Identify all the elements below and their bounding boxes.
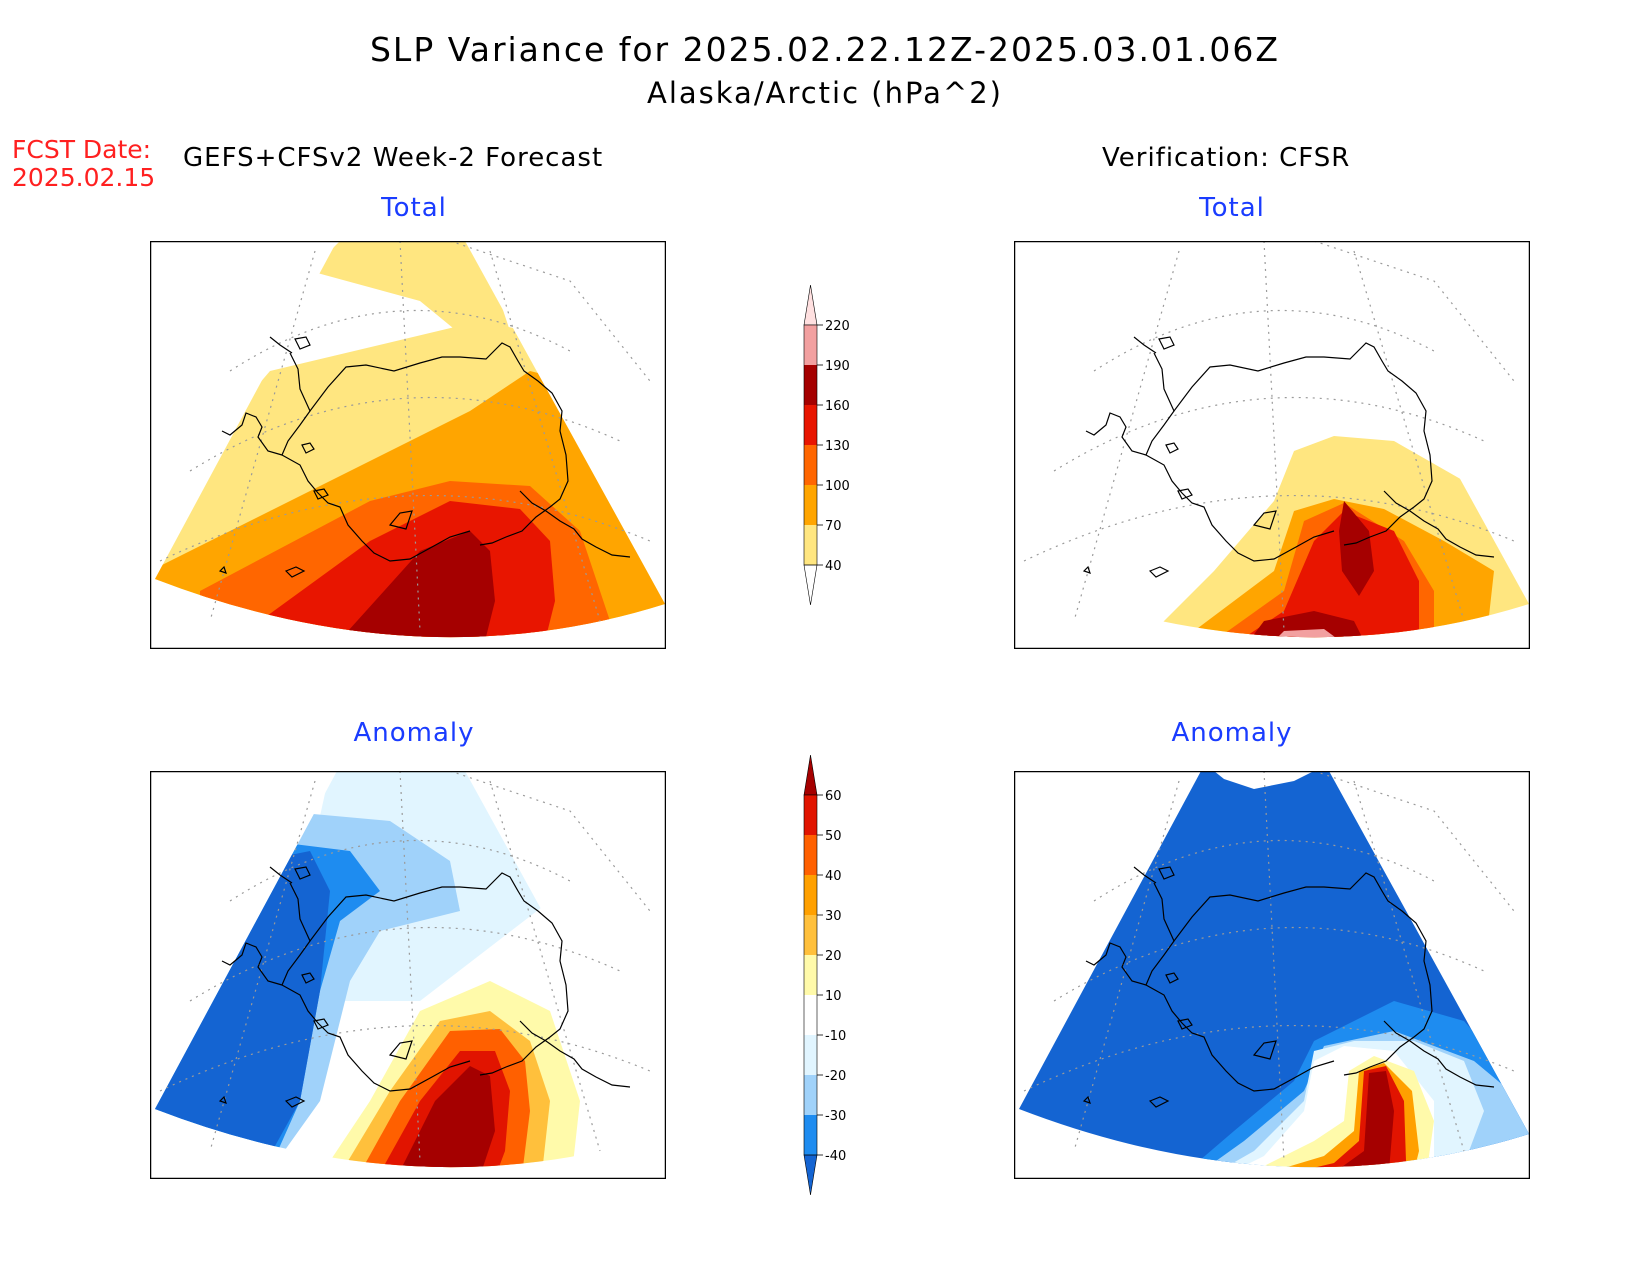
anomaly-colorbar-segment [804,1075,817,1115]
total-colorbar-segment [804,365,817,405]
total-colorbar-segment [804,525,817,565]
anomaly-colorbar-label: -30 [825,1109,846,1124]
total-colorbar-segment [804,485,817,525]
map-forecast-total [150,241,666,649]
map-verification-total [1014,241,1530,649]
anomaly-colorbar-segment [804,875,817,915]
colorbar-total: 40 70 100 130 160 190 220 [803,285,850,606]
fcst-date-value: 2025.02.15 [12,163,156,192]
anomaly-colorbar-segment [804,835,817,875]
left-header: GEFS+CFSv2 Week-2 Forecast [183,143,604,173]
map-verification-anomaly [1014,771,1530,1179]
anomaly-colorbar-bottom-triangle [803,1154,818,1196]
right-header: Verification: CFSR [1102,143,1351,173]
map-forecast-anomaly [150,771,666,1179]
anomaly-colorbar-label: 60 [825,789,842,804]
panel-label-verification-total: Total [1199,193,1265,223]
total-colorbar-bottom-triangle [803,564,818,606]
total-colorbar-segment [804,405,817,445]
anomaly-colorbar-label: -10 [825,1029,846,1044]
anomaly-colorbar-label: 30 [825,909,842,924]
total-colorbar-label: 220 [825,319,850,334]
anomaly-colorbar-segment [804,795,817,835]
total-colorbar-label: 70 [825,519,842,534]
anomaly-colorbar-segment [804,955,817,995]
anomaly-colorbar-segment [804,995,817,1035]
total-colorbar-label: 100 [825,479,850,494]
anomaly-colorbar-top-triangle [803,755,818,796]
panel-label-forecast-anomaly: Anomaly [353,718,475,748]
anomaly-colorbar-segment [804,1035,817,1075]
fcst-date-label: FCST Date: [12,135,152,164]
total-colorbar-segment [804,325,817,365]
anomaly-colorbar-label: 20 [825,949,842,964]
anomaly-colorbar-label: 10 [825,989,842,1004]
anomaly-colorbar-label: 40 [825,869,842,884]
anomaly-colorbar-label: -20 [825,1069,846,1084]
panel-label-forecast-total: Total [381,193,447,223]
total-colorbar-label: 40 [825,559,842,574]
anomaly-colorbar-label: -40 [825,1149,846,1164]
total-colorbar-label: 190 [825,359,850,374]
anomaly-colorbar-label: 50 [825,829,842,844]
total-colorbar-label: 130 [825,439,850,454]
anomaly-colorbar-segment [804,915,817,955]
colorbar-anomaly: -40 -30 -20 -10 10 20 30 40 50 60 [803,755,846,1196]
total-colorbar-segment [804,445,817,485]
anomaly-colorbar-segment [804,1115,817,1155]
total-colorbar-top-triangle [803,285,818,326]
total-colorbar-label: 160 [825,399,850,414]
title-line2: Alaska/Arctic (hPa^2) [647,76,1003,110]
title-line1: SLP Variance for 2025.02.22.12Z-2025.03.… [369,30,1281,69]
panel-label-verification-anomaly: Anomaly [1171,718,1293,748]
